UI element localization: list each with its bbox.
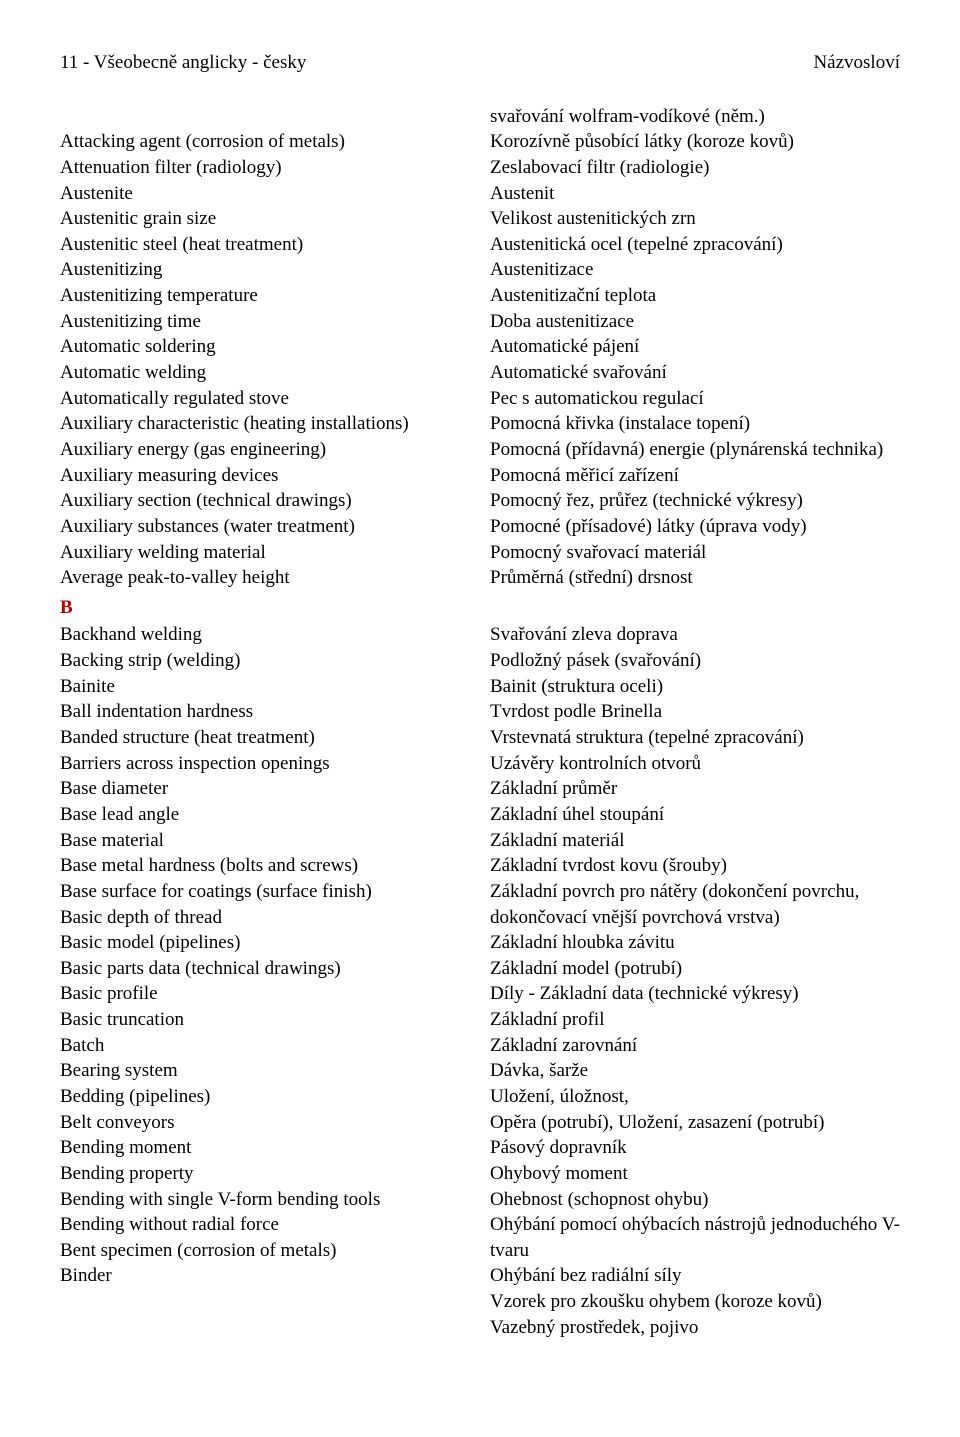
cs-entry: Velikost austenitických zrn: [490, 206, 900, 232]
cs-entry: Austenitizace: [490, 257, 900, 283]
cs-entry: Základní úhel stoupání: [490, 802, 900, 828]
cs-entry: Automatické svařování: [490, 360, 900, 386]
cs-entry: Základní povrch pro nátěry (dokončení po…: [490, 879, 900, 930]
cs-entry: Díly - Základní data (technické výkresy): [490, 981, 900, 1007]
cs-entry: Ohýbání bez radiální síly: [490, 1263, 900, 1289]
cs-entry: Základní profil: [490, 1007, 900, 1033]
cs-entry: Základní průměr: [490, 776, 900, 802]
en-entry: Average peak-to-valley height: [60, 565, 470, 591]
cs-entry: Dávka, šarže: [490, 1058, 900, 1084]
en-entry: Basic parts data (technical drawings): [60, 956, 470, 982]
cs-entry: Pásový dopravník: [490, 1135, 900, 1161]
en-entry: Base diameter: [60, 776, 470, 802]
en-entry: Backing strip (welding): [60, 648, 470, 674]
cs-entry: Uzávěry kontrolních otvorů: [490, 751, 900, 777]
cs-entry: Uložení, úložnost,: [490, 1084, 900, 1110]
cs-entry: Základní hloubka závitu: [490, 930, 900, 956]
en-entry: Attacking agent (corrosion of metals): [60, 129, 470, 155]
en-entry: Ball indentation hardness: [60, 699, 470, 725]
blank-lead: [60, 104, 470, 130]
en-entry: Base lead angle: [60, 802, 470, 828]
cs-entry: Podložný pásek (svařování): [490, 648, 900, 674]
section-spacer: [490, 595, 900, 621]
cs-entry: Základní tvrdost kovu (šrouby): [490, 853, 900, 879]
cs-entry: Základní model (potrubí): [490, 956, 900, 982]
en-entry: Bending with single V-form bending tools: [60, 1187, 470, 1213]
en-entry: Automatic soldering: [60, 334, 470, 360]
en-entry: Banded structure (heat treatment): [60, 725, 470, 751]
en-entry: Base material: [60, 828, 470, 854]
header-left: 11 - Všeobecně anglicky - česky: [60, 50, 306, 76]
en-entry: Bearing system: [60, 1058, 470, 1084]
en-entry: Basic depth of thread: [60, 905, 470, 931]
en-entry: Automatic welding: [60, 360, 470, 386]
en-entry: Auxiliary welding material: [60, 540, 470, 566]
en-entry: Austenitizing temperature: [60, 283, 470, 309]
en-entry: Bent specimen (corrosion of metals): [60, 1238, 470, 1264]
cs-entry: Vazebný prostředek, pojivo: [490, 1315, 900, 1341]
en-entry: Austenite: [60, 181, 470, 207]
czech-column: svařování wolfram-vodíkové (něm.) Korozí…: [490, 104, 900, 1341]
cs-entry: Svařování zleva doprava: [490, 622, 900, 648]
en-entry: Backhand welding: [60, 622, 470, 648]
cs-entry: Doba austenitizace: [490, 309, 900, 335]
cs-entry: Austenit: [490, 181, 900, 207]
lead-right: svařování wolfram-vodíkové (něm.): [490, 104, 900, 130]
en-entry: Basic model (pipelines): [60, 930, 470, 956]
en-entry: Austenitic grain size: [60, 206, 470, 232]
cs-entry: Základní zarovnání: [490, 1033, 900, 1059]
en-entry: Auxiliary substances (water treatment): [60, 514, 470, 540]
cs-entry: Vzorek pro zkoušku ohybem (koroze kovů): [490, 1289, 900, 1315]
en-entry: Auxiliary characteristic (heating instal…: [60, 411, 470, 437]
cs-entry: Korozívně působící látky (koroze kovů): [490, 129, 900, 155]
section-letter-b: B: [60, 595, 470, 621]
en-entry: Attenuation filter (radiology): [60, 155, 470, 181]
en-entry: Base surface for coatings (surface finis…: [60, 879, 470, 905]
en-entry: Bending moment: [60, 1135, 470, 1161]
cs-entry: Pomocný svařovací materiál: [490, 540, 900, 566]
cs-entry: Pomocný řez, průřez (technické výkresy): [490, 488, 900, 514]
cs-entry: Pomocná (přídavná) energie (plynárenská …: [490, 437, 900, 463]
cs-entry: Pomocné (přísadové) látky (úprava vody): [490, 514, 900, 540]
en-entry: Bedding (pipelines): [60, 1084, 470, 1110]
en-entry: Austenitizing: [60, 257, 470, 283]
en-entry: Auxiliary measuring devices: [60, 463, 470, 489]
glossary-columns: Attacking agent (corrosion of metals)Att…: [60, 104, 900, 1341]
cs-entry: Pomocná měřicí zařízení: [490, 463, 900, 489]
cs-entry: Základní materiál: [490, 828, 900, 854]
cs-entry: Průměrná (střední) drsnost: [490, 565, 900, 591]
en-entry: Austenitic steel (heat treatment): [60, 232, 470, 258]
en-entry: Basic profile: [60, 981, 470, 1007]
en-entry: Belt conveyors: [60, 1110, 470, 1136]
cs-entry: Opěra (potrubí), Uložení, zasazení (potr…: [490, 1110, 900, 1136]
en-entry: Auxiliary energy (gas engineering): [60, 437, 470, 463]
en-entry: Basic truncation: [60, 1007, 470, 1033]
english-column: Attacking agent (corrosion of metals)Att…: [60, 104, 470, 1341]
cs-entry: Ohýbání pomocí ohýbacích nástrojů jednod…: [490, 1212, 900, 1263]
en-entry: Bending property: [60, 1161, 470, 1187]
cs-entry: Zeslabovací filtr (radiologie): [490, 155, 900, 181]
en-entry: Barriers across inspection openings: [60, 751, 470, 777]
en-entry: Automatically regulated stove: [60, 386, 470, 412]
cs-entry: Ohebnost (schopnost ohybu): [490, 1187, 900, 1213]
en-entry: Bainite: [60, 674, 470, 700]
cs-entry: Ohybový moment: [490, 1161, 900, 1187]
en-entry: Bending without radial force: [60, 1212, 470, 1238]
en-entry: Batch: [60, 1033, 470, 1059]
header-right: Názvosloví: [813, 50, 900, 76]
page-header: 11 - Všeobecně anglicky - česky Názvoslo…: [60, 50, 900, 76]
en-entry: Base metal hardness (bolts and screws): [60, 853, 470, 879]
cs-entry: Pomocná křivka (instalace topení): [490, 411, 900, 437]
cs-entry: Tvrdost podle Brinella: [490, 699, 900, 725]
cs-entry: Vrstevnatá struktura (tepelné zpracování…: [490, 725, 900, 751]
en-entry: Austenitizing time: [60, 309, 470, 335]
cs-entry: Bainit (struktura oceli): [490, 674, 900, 700]
cs-entry: Pec s automatickou regulací: [490, 386, 900, 412]
en-entry: Binder: [60, 1263, 470, 1289]
cs-entry: Austenitická ocel (tepelné zpracování): [490, 232, 900, 258]
en-entry: Auxiliary section (technical drawings): [60, 488, 470, 514]
cs-entry: Automatické pájení: [490, 334, 900, 360]
cs-entry: Austenitizační teplota: [490, 283, 900, 309]
